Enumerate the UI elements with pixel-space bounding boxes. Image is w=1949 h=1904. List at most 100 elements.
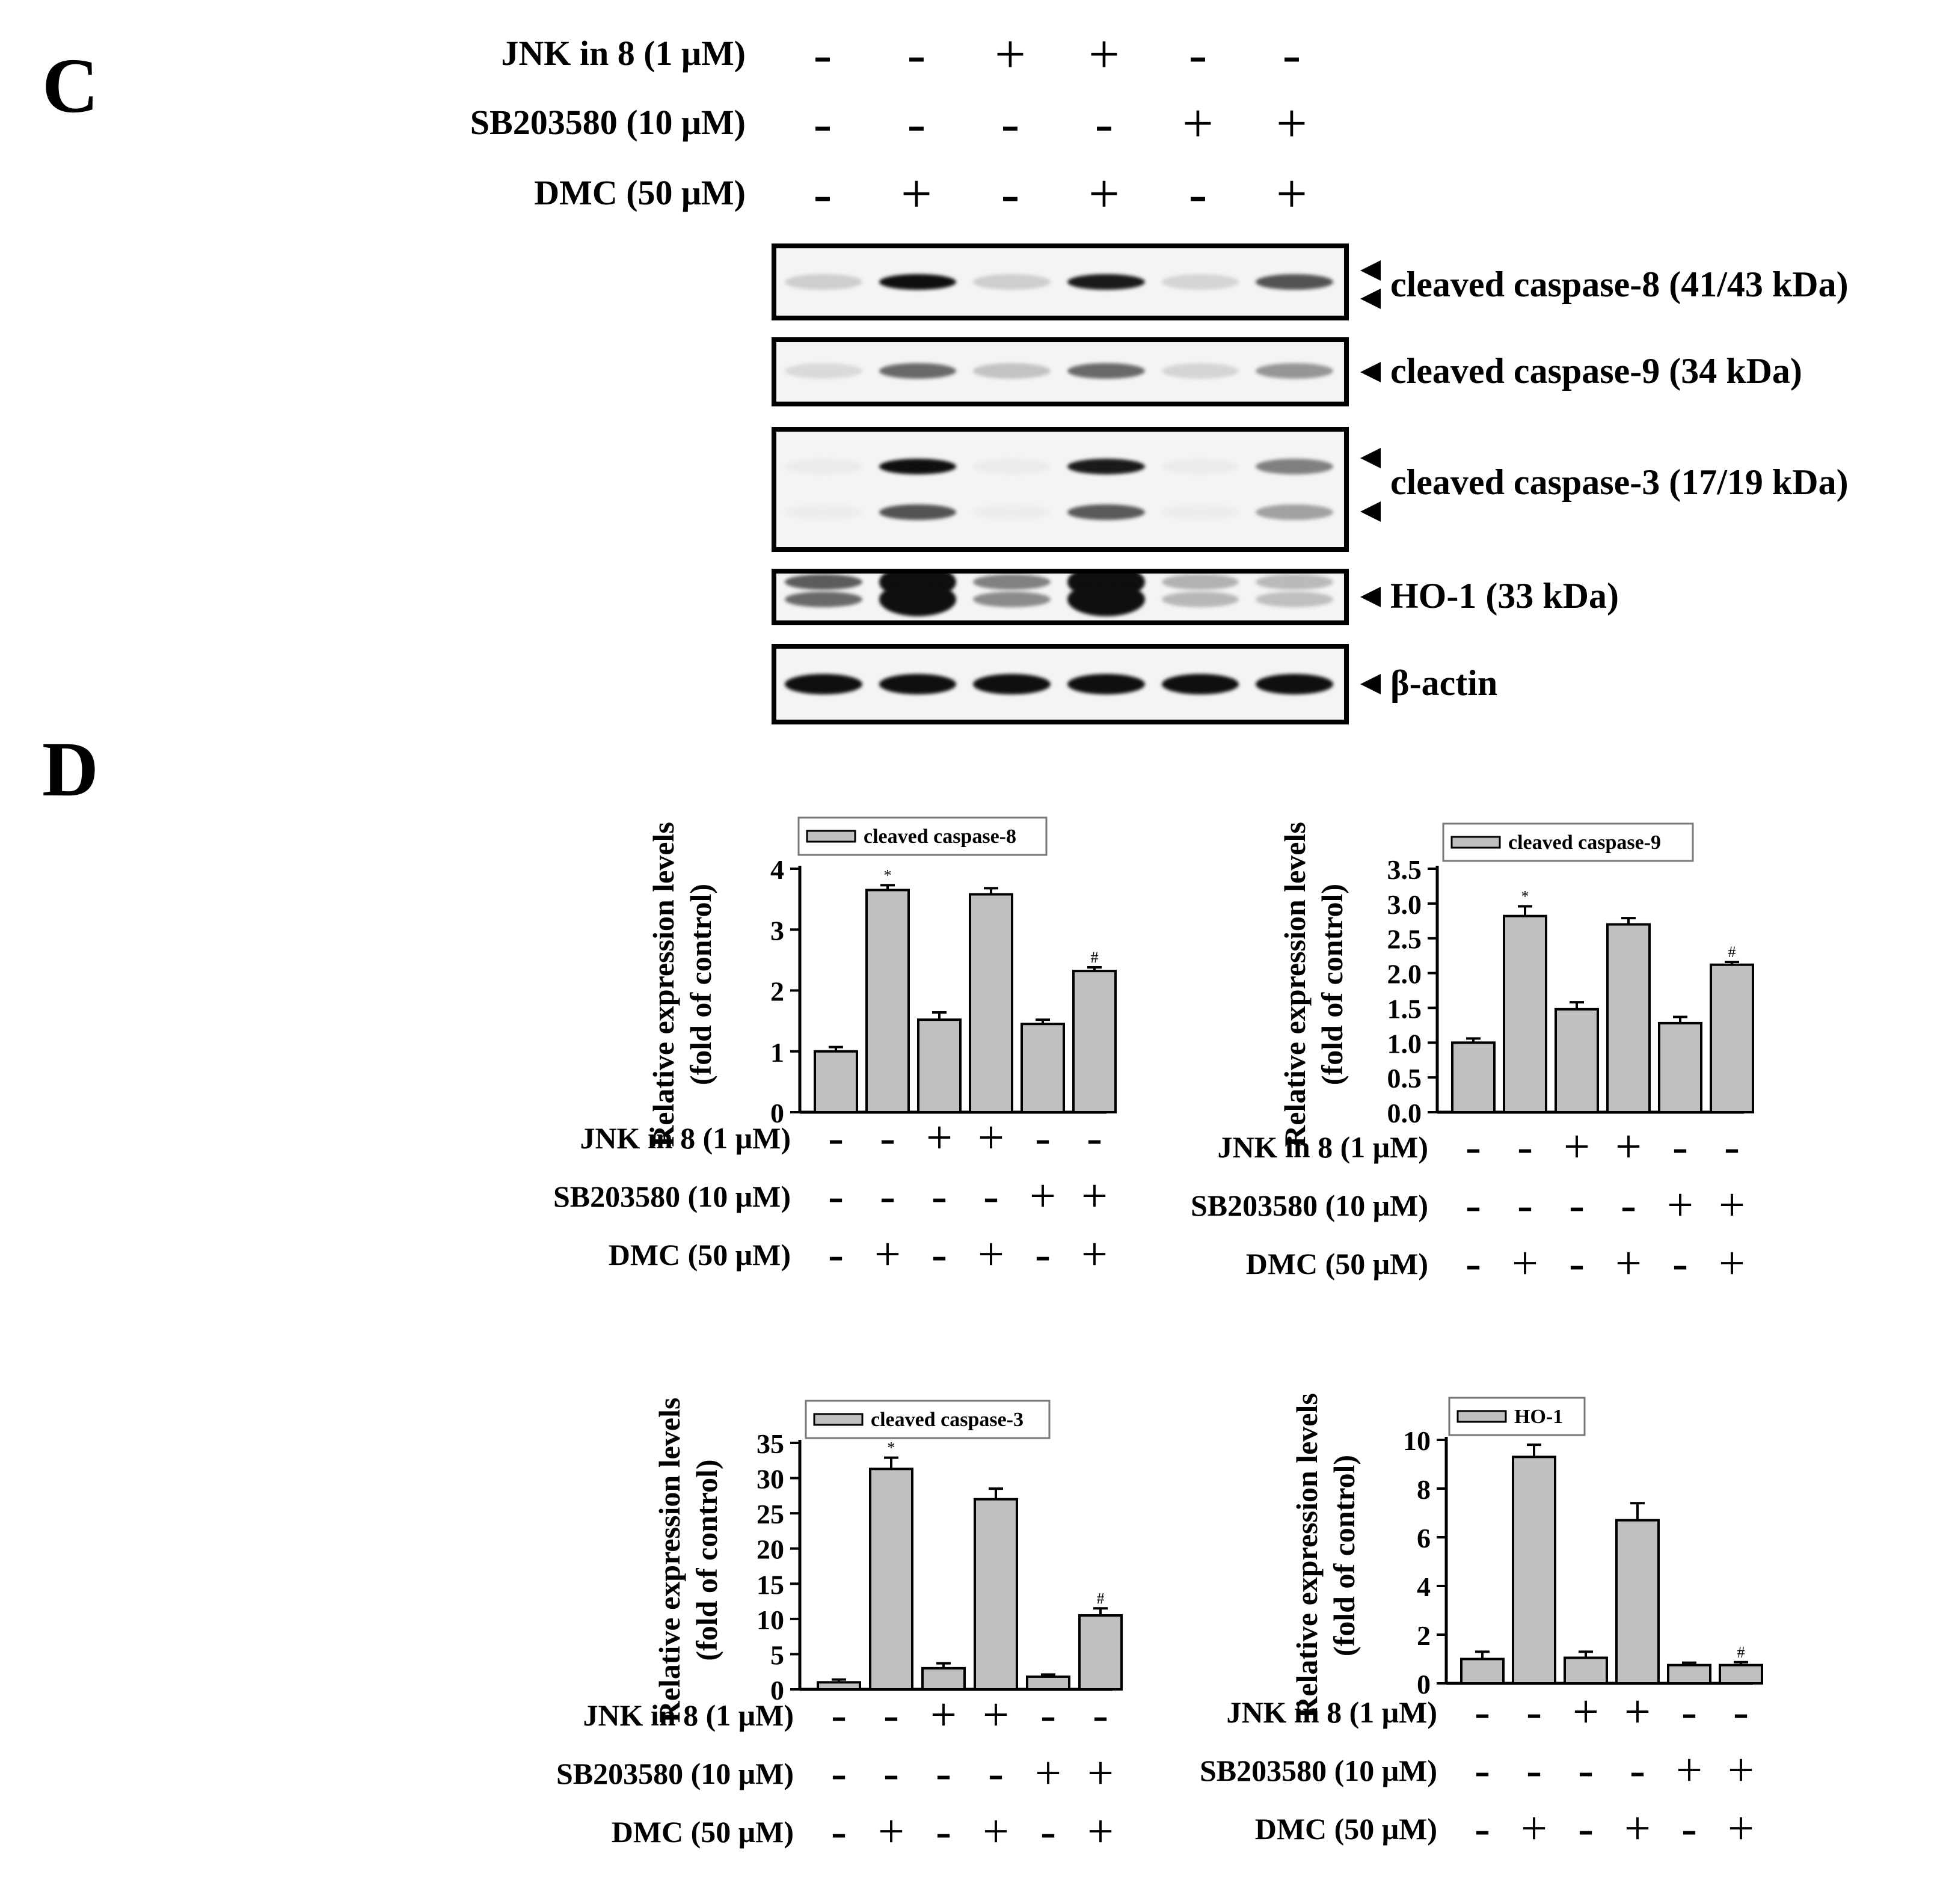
bar [1564, 1656, 1608, 1685]
blot-band [879, 504, 957, 521]
bar [1615, 1519, 1660, 1685]
legend-swatch [813, 1413, 864, 1426]
condition-sign-sb203580: - [1094, 93, 1114, 154]
y-axis-label: Relative expression levels (fold of contr… [1290, 1393, 1361, 1718]
condition-sign-dmc: - [1578, 1802, 1594, 1854]
significance-marker: # [1728, 943, 1736, 961]
condition-sign-jnk-in-8: + [1624, 1685, 1651, 1737]
significance-marker: * [888, 1439, 895, 1457]
condition-sign-sb203580: - [828, 1169, 844, 1222]
condition-sign-jnk-in-8: + [1573, 1685, 1599, 1737]
condition-label-sb203580: SB203580 (10 μM) [1200, 1754, 1437, 1787]
y-tick-label: 8 [1417, 1474, 1431, 1505]
condition-sign-sb203580: - [907, 93, 926, 154]
condition-label-jnk-in-8: JNK in 8 (1 μM) [1217, 1130, 1428, 1164]
bar [974, 1498, 1018, 1691]
blot-band [1067, 582, 1145, 616]
y-tick-label: 0.0 [1387, 1098, 1422, 1128]
condition-label-sb203580: SB203580 (10 μM) [470, 103, 746, 142]
condition-sign-dmc: + [1615, 1237, 1642, 1289]
blot-band [973, 674, 1051, 694]
condition-label-dmc: DMC (50 μM) [612, 1815, 794, 1849]
ho-1-blot [772, 569, 1349, 625]
y-tick-label: 2 [1417, 1620, 1431, 1651]
y-tick-label: 0 [770, 1098, 784, 1128]
condition-sign-dmc: - [1672, 1237, 1688, 1289]
condition-label-sb203580: SB203580 (10 μM) [553, 1180, 791, 1213]
condition-sign-dmc: - [932, 1228, 947, 1280]
bar [1606, 923, 1651, 1113]
blot-band [1256, 504, 1333, 521]
blot-band [1161, 591, 1239, 607]
y-tick-label: 5 [770, 1639, 784, 1670]
condition-sign-dmc: - [1466, 1237, 1481, 1289]
blot-band [785, 274, 862, 290]
condition-sign-dmc: + [978, 1228, 1004, 1280]
blot-band [973, 574, 1051, 590]
y-tick-label: 20 [757, 1534, 784, 1565]
condition-sign-sb203580: - [1578, 1743, 1594, 1796]
blot-band [1161, 363, 1239, 379]
condition-sign-dmc: + [983, 1805, 1009, 1857]
blot-band [1256, 458, 1333, 474]
blot-band [785, 363, 862, 379]
y-tick-label: 0.5 [1387, 1063, 1422, 1094]
cleaved-caspase-8-blot [772, 243, 1349, 320]
condition-sign-jnk-in-8: - [1087, 1111, 1102, 1163]
condition-sign-sb203580: - [1517, 1178, 1533, 1231]
condition-sign-dmc: + [1087, 1805, 1114, 1857]
blot-band [785, 458, 862, 474]
y-tick-label: 3 [770, 915, 784, 946]
blot-band [1256, 591, 1333, 607]
blot-band [879, 363, 957, 379]
condition-sign-jnk-in-8: - [1466, 1120, 1481, 1172]
y-tick-label: 25 [757, 1499, 784, 1529]
condition-sign-sb203580: - [932, 1169, 947, 1222]
condition-label-jnk-in-8: JNK in 8 (1 μM) [580, 1121, 791, 1155]
bar [1512, 1456, 1556, 1685]
condition-sign-jnk-in-8: - [1475, 1685, 1490, 1737]
bar [1072, 970, 1117, 1113]
legend-label: cleaved caspase-3 [871, 1409, 1024, 1431]
y-axis-label-line-1: Relative expression levels [1290, 1393, 1324, 1718]
condition-sign-dmc: - [1040, 1805, 1056, 1857]
blot-band [1256, 363, 1333, 379]
condition-label-jnk-in-8: JNK in 8 (1 μM) [583, 1698, 794, 1732]
y-axis-label-line-1: Relative expression levels [652, 1398, 686, 1723]
condition-sign-dmc: + [901, 163, 932, 224]
blot-band [879, 458, 957, 474]
blot-band [1161, 504, 1239, 521]
ho-1-blot-label: HO-1 (33 kDa) [1390, 576, 1619, 616]
condition-sign-jnk-in-8: - [828, 1111, 844, 1163]
legend-swatch [1450, 836, 1501, 849]
bar [921, 1667, 966, 1691]
condition-sign-dmc: - [1035, 1228, 1051, 1280]
legend-swatch [806, 830, 856, 843]
y-axis-label-line-2: (fold of control) [1315, 884, 1349, 1085]
condition-sign-jnk-in-8: + [930, 1688, 957, 1740]
y-tick-label: 3.5 [1387, 854, 1422, 885]
beta-actin-blot-label: β-actin [1390, 663, 1498, 703]
condition-sign-jnk-in-8: + [1615, 1120, 1642, 1172]
legend-label: HO-1 [1514, 1406, 1563, 1428]
y-tick-label: 4 [1417, 1572, 1431, 1602]
condition-sign-sb203580: + [1035, 1746, 1061, 1799]
condition-sign-sb203580: - [813, 93, 832, 154]
blot-band [973, 363, 1051, 379]
blot-band [785, 674, 862, 694]
condition-sign-dmc: + [1728, 1802, 1754, 1854]
condition-label-dmc: DMC (50 μM) [1246, 1247, 1428, 1281]
blot-band [879, 674, 957, 694]
bar [1555, 1008, 1599, 1113]
cleaved-caspase-3-blot [772, 427, 1349, 552]
condition-sign-sb203580: - [988, 1746, 1004, 1799]
condition-sign-sb203580: - [936, 1746, 951, 1799]
condition-sign-sb203580: - [1526, 1743, 1542, 1796]
bar [1460, 1658, 1505, 1685]
significance-marker: # [1097, 1590, 1105, 1607]
condition-sign-sb203580: + [1030, 1169, 1056, 1222]
blot-band [1161, 274, 1239, 290]
condition-sign-jnk-in-8: - [880, 1111, 895, 1163]
condition-sign-dmc: - [936, 1805, 951, 1857]
condition-sign-sb203580: - [883, 1746, 899, 1799]
